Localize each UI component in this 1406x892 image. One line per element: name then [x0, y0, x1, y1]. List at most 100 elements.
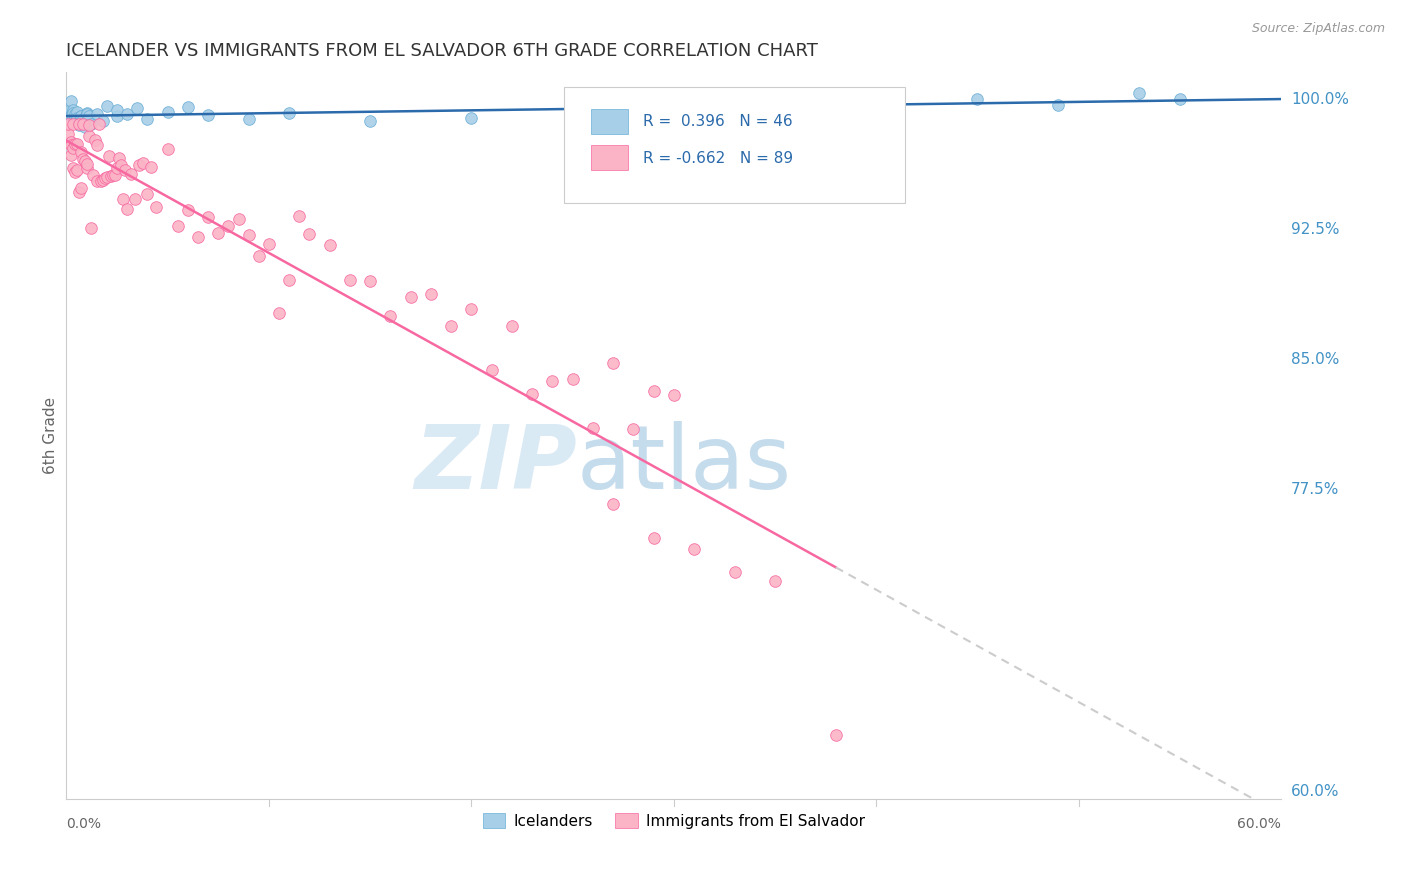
- Point: [359, 114, 381, 128]
- Point: [177, 100, 200, 114]
- Point: [460, 301, 482, 316]
- Point: [238, 112, 260, 126]
- Point: [63, 111, 86, 125]
- Point: [62, 103, 84, 118]
- Point: [187, 229, 209, 244]
- Point: [72, 117, 94, 131]
- Point: [643, 531, 665, 545]
- Point: [91, 173, 114, 187]
- Point: [59, 109, 82, 123]
- Point: [177, 203, 200, 218]
- Text: ZIP: ZIP: [413, 421, 576, 508]
- Point: [69, 180, 91, 194]
- Point: [440, 319, 463, 334]
- Point: [86, 174, 108, 188]
- Point: [72, 112, 94, 126]
- Point: [62, 117, 84, 131]
- Point: [86, 138, 108, 153]
- Point: [166, 219, 188, 233]
- Point: [58, 127, 80, 141]
- Point: [278, 105, 301, 120]
- Point: [90, 174, 112, 188]
- Point: [87, 117, 110, 131]
- Point: [86, 107, 108, 121]
- Text: ICELANDER VS IMMIGRANTS FROM EL SALVADOR 6TH GRADE CORRELATION CHART: ICELANDER VS IMMIGRANTS FROM EL SALVADOR…: [66, 42, 818, 60]
- Point: [602, 356, 624, 370]
- Point: [94, 170, 117, 185]
- Point: [419, 287, 441, 301]
- Point: [91, 114, 114, 128]
- Point: [105, 103, 128, 118]
- Point: [110, 158, 132, 172]
- Point: [62, 105, 84, 120]
- Point: [115, 202, 138, 216]
- Point: [96, 99, 118, 113]
- Point: [73, 153, 96, 168]
- Point: [80, 220, 103, 235]
- Point: [723, 566, 745, 580]
- Point: [1128, 86, 1150, 100]
- Point: [82, 168, 104, 182]
- Point: [105, 161, 128, 175]
- Point: [267, 306, 290, 320]
- Point: [380, 309, 402, 323]
- Point: [520, 387, 543, 401]
- Point: [67, 114, 90, 128]
- Point: [112, 192, 135, 206]
- Point: [124, 192, 146, 206]
- FancyBboxPatch shape: [564, 87, 904, 203]
- Point: [257, 237, 280, 252]
- Point: [197, 107, 219, 121]
- Point: [67, 185, 90, 199]
- Point: [1168, 92, 1191, 106]
- Point: [128, 158, 150, 172]
- Point: [501, 318, 523, 333]
- Point: [108, 151, 131, 165]
- Point: [145, 200, 167, 214]
- Y-axis label: 6th Grade: 6th Grade: [44, 397, 58, 475]
- Point: [59, 148, 82, 162]
- Point: [73, 120, 96, 134]
- Point: [621, 422, 644, 436]
- Point: [120, 167, 142, 181]
- Point: [207, 226, 229, 240]
- Point: [69, 145, 91, 159]
- Point: [77, 118, 100, 132]
- Point: [72, 152, 94, 166]
- Point: [115, 107, 138, 121]
- Point: [59, 108, 82, 122]
- Point: [65, 104, 87, 119]
- Point: [662, 108, 685, 122]
- Text: Source: ZipAtlas.com: Source: ZipAtlas.com: [1251, 22, 1385, 36]
- Point: [65, 163, 87, 178]
- Point: [541, 374, 564, 388]
- Text: 60.0%: 60.0%: [1237, 817, 1281, 831]
- Point: [582, 420, 605, 434]
- Point: [763, 574, 786, 589]
- Point: [80, 117, 103, 131]
- Text: R = -0.662   N = 89: R = -0.662 N = 89: [644, 151, 793, 166]
- Point: [63, 106, 86, 120]
- Point: [460, 111, 482, 125]
- Point: [83, 133, 105, 147]
- Point: [62, 111, 84, 125]
- Point: [63, 136, 86, 151]
- Point: [238, 227, 260, 242]
- Point: [101, 168, 124, 182]
- Point: [824, 728, 846, 742]
- Point: [58, 117, 80, 131]
- Point: [76, 107, 98, 121]
- Point: [318, 237, 340, 252]
- Point: [63, 165, 86, 179]
- Point: [62, 141, 84, 155]
- Point: [288, 209, 311, 223]
- Point: [59, 138, 82, 153]
- Point: [298, 227, 321, 241]
- Point: [77, 129, 100, 144]
- Point: [76, 156, 98, 170]
- Legend: Icelanders, Immigrants from El Salvador: Icelanders, Immigrants from El Salvador: [477, 806, 872, 835]
- Point: [278, 273, 301, 287]
- Point: [76, 161, 98, 175]
- Point: [67, 118, 90, 132]
- Point: [1047, 98, 1070, 112]
